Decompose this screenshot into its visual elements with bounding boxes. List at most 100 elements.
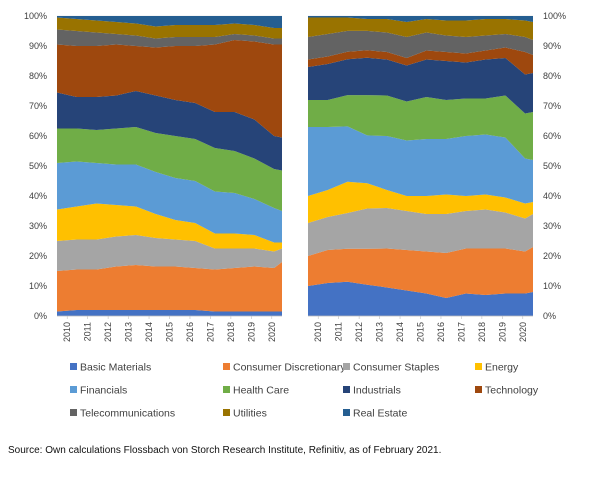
area-real-estate — [57, 16, 282, 28]
legend-label: Energy — [485, 362, 519, 374]
area-industrials — [57, 91, 282, 171]
x-tick-label: 2018 — [226, 322, 236, 342]
legend-swatch — [475, 386, 482, 393]
x-tick-label: 2019 — [246, 322, 256, 342]
y-tick-label: 40% — [29, 191, 47, 201]
x-tick-label: 2010 — [313, 322, 323, 342]
area-energy — [57, 203, 282, 252]
chart-legend: Basic Materials Consumer Discretionary Con… — [70, 362, 539, 420]
x-tick-label: 2011 — [83, 322, 93, 341]
legend-item-health-care: Health Care — [223, 385, 289, 397]
y-tick-label: 40% — [543, 191, 561, 201]
area-basic-materials — [308, 281, 533, 316]
legend-label: Utilities — [233, 408, 267, 420]
y-tick-label: 90% — [29, 41, 47, 51]
y-tick-label: 100% — [24, 11, 47, 21]
x-tick-label: 2016 — [436, 322, 446, 342]
x-tick-label: 2019 — [497, 322, 507, 342]
y-tick-label: 50% — [543, 161, 561, 171]
area-consumer-staples — [57, 235, 282, 271]
area-telecommunications — [308, 30, 533, 60]
x-tick-label: 2017 — [205, 322, 215, 342]
legend-item-consumer-staples: Consumer Staples — [343, 362, 439, 374]
legend-item-real-estate: Real Estate — [343, 408, 407, 420]
x-tick-label: 2011 — [334, 322, 344, 341]
x-tick-label: 2015 — [165, 322, 175, 342]
legend-label: Consumer Discretionary — [233, 362, 346, 374]
area-industrials — [308, 57, 533, 114]
x-tick-label: 2010 — [62, 322, 72, 342]
y-tick-label: 20% — [543, 251, 561, 261]
area-consumer-discretionary — [308, 247, 533, 298]
legend-item-basic-materials: Basic Materials — [70, 362, 151, 374]
x-tick-label: 2013 — [375, 322, 385, 342]
source-note: Source: Own calculations Flossbach von S… — [8, 445, 442, 456]
legend-item-consumer-discretionary: Consumer Discretionary — [223, 362, 346, 374]
y-tick-label: 80% — [29, 71, 47, 81]
y-tick-label: 70% — [543, 101, 561, 111]
x-tick-label: 2013 — [124, 322, 134, 342]
area-telecommunications — [57, 29, 282, 48]
legend-label: Health Care — [233, 385, 289, 397]
area-health-care — [308, 95, 533, 160]
legend-swatch — [343, 386, 350, 393]
legend-label: Industrials — [353, 385, 401, 397]
y-tick-label: 60% — [29, 131, 47, 141]
x-tick-label: 2020 — [267, 322, 277, 342]
legend-item-industrials: Industrials — [343, 385, 401, 397]
x-tick-label: 2018 — [477, 322, 487, 342]
area-real-estate — [308, 16, 533, 22]
y-tick-label: 30% — [29, 221, 47, 231]
area-consumer-staples — [308, 208, 533, 256]
area-energy — [308, 181, 533, 223]
legend-item-utilities: Utilities — [223, 408, 267, 420]
legend-swatch — [343, 409, 350, 416]
y-tick-label: 20% — [29, 251, 47, 261]
x-tick-label: 2014 — [144, 322, 154, 342]
legend-label: Real Estate — [353, 408, 407, 420]
y-tick-label: 60% — [543, 131, 561, 141]
x-tick-label: 2014 — [395, 322, 405, 342]
area-technology — [57, 40, 282, 138]
x-tick-label: 2015 — [416, 322, 426, 342]
right-stacked-area-chart: 0% 10% 20% 30% 40% 50% 60% 70% 80% 90% 100% 2010 201… — [308, 11, 566, 342]
y-tick-label: 0% — [543, 311, 556, 321]
legend-swatch — [475, 363, 482, 370]
legend-swatch — [223, 386, 230, 393]
y-tick-label: 80% — [543, 71, 561, 81]
x-tick-label: 2012 — [354, 322, 364, 342]
left-stacked-area-chart: 0% 10% 20% 30% 40% 50% 60% 70% 80% 90% 100% 2010 201… — [24, 11, 282, 342]
area-health-care — [57, 127, 282, 211]
y-tick-label: 10% — [29, 281, 47, 291]
legend-swatch — [70, 363, 77, 370]
area-financials — [308, 126, 533, 204]
y-tick-label: 90% — [543, 41, 561, 51]
legend-label: Telecommunications — [80, 408, 175, 420]
area-utilities — [57, 17, 282, 39]
area-consumer-discretionary — [57, 262, 282, 312]
x-tick-label: 2017 — [456, 322, 466, 342]
legend-swatch — [343, 363, 350, 370]
y-tick-label: 100% — [543, 11, 566, 21]
legend-item-technology: Technology — [475, 385, 539, 397]
y-tick-label: 30% — [543, 221, 561, 231]
legend-item-financials: Financials — [70, 385, 127, 397]
legend-swatch — [70, 386, 77, 393]
x-tick-label: 2012 — [103, 322, 113, 342]
y-tick-label: 70% — [29, 101, 47, 111]
x-tick-label: 2020 — [518, 322, 528, 342]
legend-swatch — [223, 363, 230, 370]
y-tick-label: 0% — [34, 311, 47, 321]
legend-label: Basic Materials — [80, 362, 151, 374]
legend-item-telecommunications: Telecommunications — [70, 408, 175, 420]
y-tick-label: 50% — [29, 161, 47, 171]
legend-item-energy: Energy — [475, 362, 519, 374]
area-utilities — [308, 17, 533, 40]
y-tick-label: 10% — [543, 281, 561, 291]
legend-label: Consumer Staples — [353, 362, 439, 374]
area-financials — [57, 161, 282, 243]
area-technology — [308, 47, 533, 75]
x-tick-label: 2016 — [185, 322, 195, 342]
legend-swatch — [223, 409, 230, 416]
